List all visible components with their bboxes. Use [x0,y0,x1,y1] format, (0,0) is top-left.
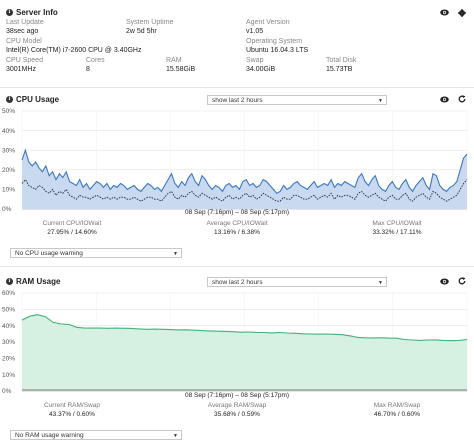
info-icon: i [6,278,13,285]
ram-warning-select-value: No RAM usage warning [15,432,84,439]
last-update-value: 38sec ago [6,28,39,35]
y-tick-label: 10% [2,187,15,194]
cpu-model-value: Intel(R) Core(TM) i7-2600 CPU @ 3.40GHz [6,47,142,54]
chevron-down-icon: ▼ [173,251,178,257]
total-disk-value: 15.73TB [326,66,353,73]
y-tick-label: 10% [2,372,15,379]
ram-range-select[interactable]: show last 2 hours ▼ [207,277,387,287]
server-info-title-text: Server Info [16,8,58,17]
cpu-max-label: Max CPU/IOWait [372,220,422,227]
y-tick-label: 0% [2,388,12,395]
cpu-time-range: 08 Sep (7:16pm) – 08 Sep (5:17pm) [184,209,290,216]
ram-warning-select[interactable]: No RAM usage warning ▼ [10,430,182,440]
y-tick-label: 40% [2,128,15,135]
y-tick-label: 60% [2,290,15,297]
ram-label: RAM [166,57,182,64]
chevron-down-icon: ▼ [378,280,383,286]
agent-version-label: Agent Version [246,19,290,26]
chevron-down-icon: ▼ [378,98,383,104]
y-tick-label: 30% [2,339,15,346]
cores-label: Cores [86,57,105,64]
series-line [21,314,468,342]
ram-usage-title-text: RAM Usage [16,277,61,286]
server-info-title: i Server Info [6,8,58,17]
cpu-speed-label: CPU Speed [6,57,43,64]
info-icon: i [6,9,13,16]
cpu-average-value: 13.16% / 6.38% [214,229,260,236]
ram-average-value: 35.68% / 0.59% [214,411,260,418]
ram-value: 15.58GiB [166,66,196,73]
cpu-model-label: CPU Model [6,38,42,45]
ram-max-value: 46.70% / 0.60% [374,411,420,418]
gear-icon[interactable] [458,9,466,19]
y-tick-label: 50% [2,307,15,314]
eye-icon[interactable] [440,96,449,105]
y-tick-label: 40% [2,323,15,330]
ram-current-value: 43.37% / 0.60% [49,411,95,418]
divider [0,87,474,88]
series-line-secondary [21,178,468,202]
refresh-icon[interactable] [458,277,466,287]
y-tick-label: 0% [2,206,12,213]
agent-version-value: v1.05 [246,28,264,35]
total-disk-label: Total Disk [326,57,357,64]
ram-average-label: Average RAM/Swap [207,402,267,409]
ram-range-select-value: show last 2 hours [212,279,263,286]
series-area [22,314,467,391]
last-update-label: Last Update [6,19,44,26]
eye-icon[interactable] [440,9,449,18]
swap-value: 34.00GiB [246,66,276,73]
cpu-current-label: Current CPU/IOWait [42,220,102,227]
y-tick-label: 50% [2,108,15,115]
y-tick-label: 30% [2,147,15,154]
eye-icon[interactable] [440,278,449,287]
series-line [21,148,468,194]
cpu-range-select[interactable]: show last 2 hours ▼ [207,95,387,105]
cpu-range-select-value: show last 2 hours [212,97,263,104]
info-icon: i [6,96,13,103]
ram-current-label: Current RAM/Swap [44,402,100,409]
os-label: Operating System [246,38,303,45]
ram-usage-chart: 0% 10% 20% 30% 40% 50% 60% [2,290,468,395]
series-area [22,150,467,209]
swap-label: Swap [246,57,264,64]
ram-max-label: Max RAM/Swap [373,402,421,409]
cpu-warning-select[interactable]: No CPU usage warning ▼ [10,248,182,258]
os-value: Ubuntu 16.04.3 LTS [246,47,309,54]
refresh-icon[interactable] [458,95,466,105]
y-tick-label: 20% [2,356,15,363]
cpu-current-value: 27.95% / 14.60% [47,229,97,236]
ram-usage-title: i RAM Usage [6,277,60,286]
cpu-speed-value: 3001MHz [6,66,36,73]
divider [0,266,474,267]
uptime-label: System Uptime [126,19,174,26]
cpu-usage-title-text: CPU Usage [16,95,60,104]
y-tick-label: 20% [2,167,15,174]
cores-value: 8 [86,66,90,73]
ram-time-range: 08 Sep (7:16pm) – 08 Sep (5:17pm) [184,392,290,399]
cpu-warning-select-value: No CPU usage warning [15,250,83,257]
uptime-value: 2w 5d 5hr [126,28,157,35]
cpu-average-label: Average CPU/IOWait [206,220,268,227]
chevron-down-icon: ▼ [173,433,178,439]
cpu-usage-chart: 0% 10% 20% 30% 40% 50% [2,108,468,213]
cpu-usage-title: i CPU Usage [6,95,59,104]
cpu-max-value: 33.32% / 17.11% [372,229,422,236]
